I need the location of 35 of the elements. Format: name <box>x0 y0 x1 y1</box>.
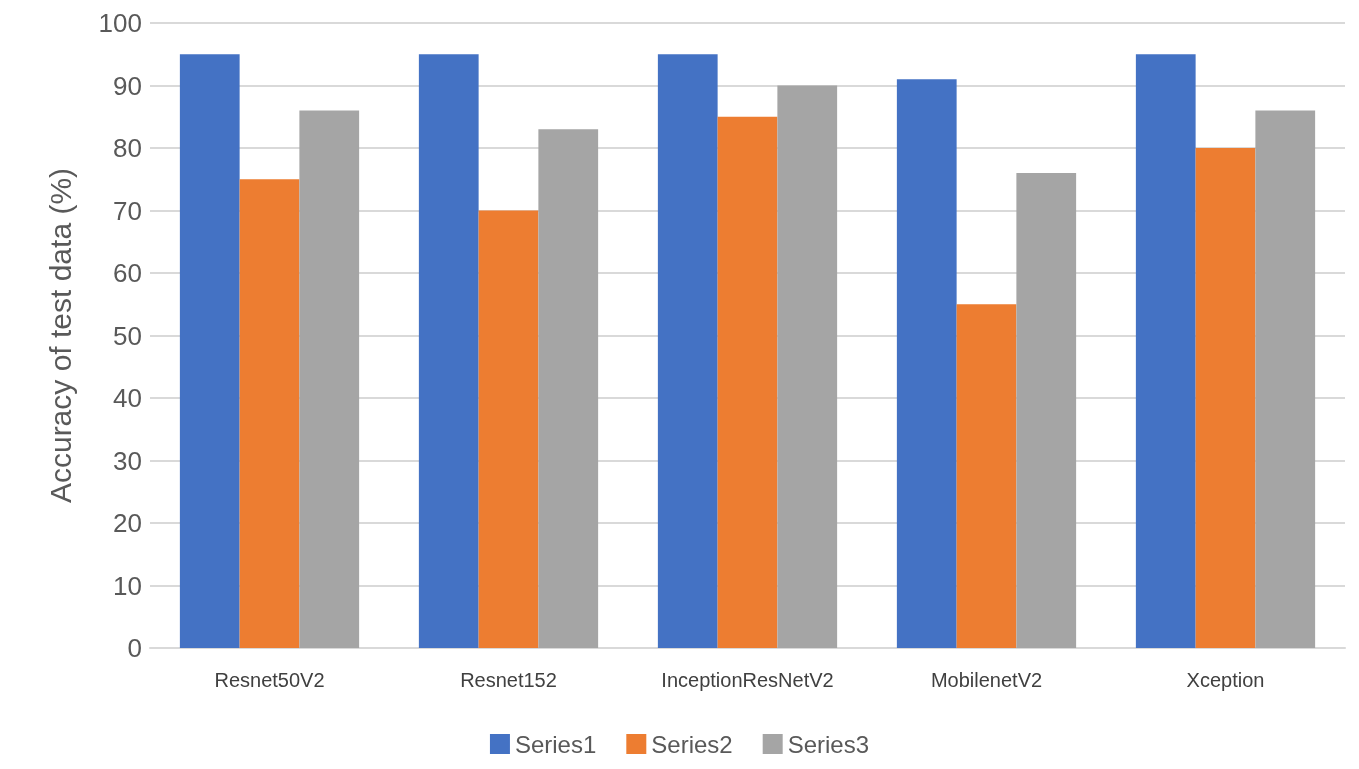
bar <box>956 304 1017 648</box>
bar <box>1195 148 1256 648</box>
legend-label: Series3 <box>787 730 870 758</box>
x-tick-label: Resnet50V2 <box>214 669 325 691</box>
bar <box>538 129 599 648</box>
x-tick-label: InceptionResNetV2 <box>661 669 834 691</box>
y-tick-label: 0 <box>127 633 142 663</box>
y-tick-label: 90 <box>113 70 142 101</box>
bar <box>896 79 957 648</box>
x-tick-label: Resnet152 <box>460 669 557 691</box>
y-axis-title: Accuracy of test data (%) <box>43 167 77 504</box>
bar <box>1016 173 1077 648</box>
bar <box>717 116 778 648</box>
bar <box>1255 110 1316 648</box>
bar <box>418 54 479 648</box>
y-tick-label: 50 <box>113 320 142 351</box>
y-tick-label: 30 <box>113 445 142 476</box>
bar <box>657 54 718 648</box>
bar <box>478 210 539 648</box>
y-tick-label: 20 <box>113 508 142 538</box>
y-tick-label: 80 <box>113 133 142 163</box>
bar <box>1135 54 1196 648</box>
y-tick-label: 70 <box>113 195 142 226</box>
bar <box>299 110 360 648</box>
x-tick-label: MobilenetV2 <box>930 669 1043 691</box>
y-tick-label: 40 <box>113 383 142 413</box>
y-tick-label: 60 <box>113 258 142 288</box>
legend-label: Series2 <box>651 730 733 758</box>
y-tick-label: 100 <box>98 8 142 38</box>
bar <box>179 54 240 648</box>
legend-label: Series1 <box>514 730 597 758</box>
bar <box>777 85 838 648</box>
x-tick-label: Xception <box>1186 669 1265 691</box>
bar <box>239 179 300 648</box>
y-tick-label: 10 <box>113 570 142 601</box>
